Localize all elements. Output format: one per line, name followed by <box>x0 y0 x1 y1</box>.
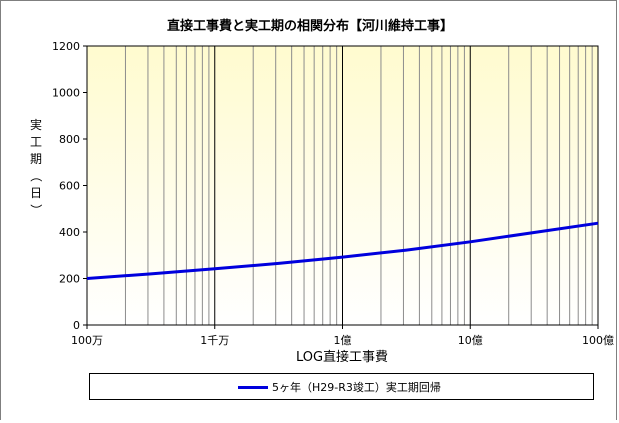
y-axis-label-char: 日 <box>30 186 42 200</box>
y-tick-label: 200 <box>59 273 80 286</box>
y-tick-label: 1200 <box>52 40 80 53</box>
x-axis: 100万 1千万 1億 10億 100億 <box>71 325 614 347</box>
x-tick-label: 1億 <box>334 334 352 347</box>
grid-lines <box>124 46 593 325</box>
y-tick-label: 600 <box>59 180 80 193</box>
x-tick-label: 1千万 <box>200 334 229 347</box>
y-axis-label: 実工期 （ 日 ） <box>29 117 43 216</box>
y-tick-label: 1000 <box>52 87 80 100</box>
x-tick-label: 10億 <box>458 334 483 347</box>
y-axis-label-char: 工 <box>30 135 42 149</box>
x-tick-label: 100億 <box>582 334 614 347</box>
y-axis-label-char: ） <box>29 204 43 216</box>
legend-entry: 5ヶ年（H29-R3竣工）実工期回帰 <box>272 381 441 394</box>
chart-title: 直接工事費と実工期の相関分布【河川維持工事】 <box>167 18 453 34</box>
series-line <box>86 221 599 280</box>
series-layer <box>86 221 599 280</box>
y-axis: 0 200 400 600 800 1000 1200 <box>52 40 87 332</box>
y-axis-label-char: 実 <box>30 117 42 132</box>
y-tick-label: 0 <box>73 319 80 332</box>
y-tick-label: 800 <box>59 133 80 146</box>
legend-line-swatch <box>238 386 268 389</box>
y-axis-label-char: 期 <box>30 152 42 166</box>
y-axis-label-char: （ <box>29 170 43 182</box>
x-axis-label: LOG直接工事費 <box>296 349 388 365</box>
y-tick-label: 400 <box>59 226 80 239</box>
legend: 5ヶ年（H29-R3竣工）実工期回帰 <box>89 373 594 400</box>
x-tick-label: 100万 <box>71 334 103 347</box>
